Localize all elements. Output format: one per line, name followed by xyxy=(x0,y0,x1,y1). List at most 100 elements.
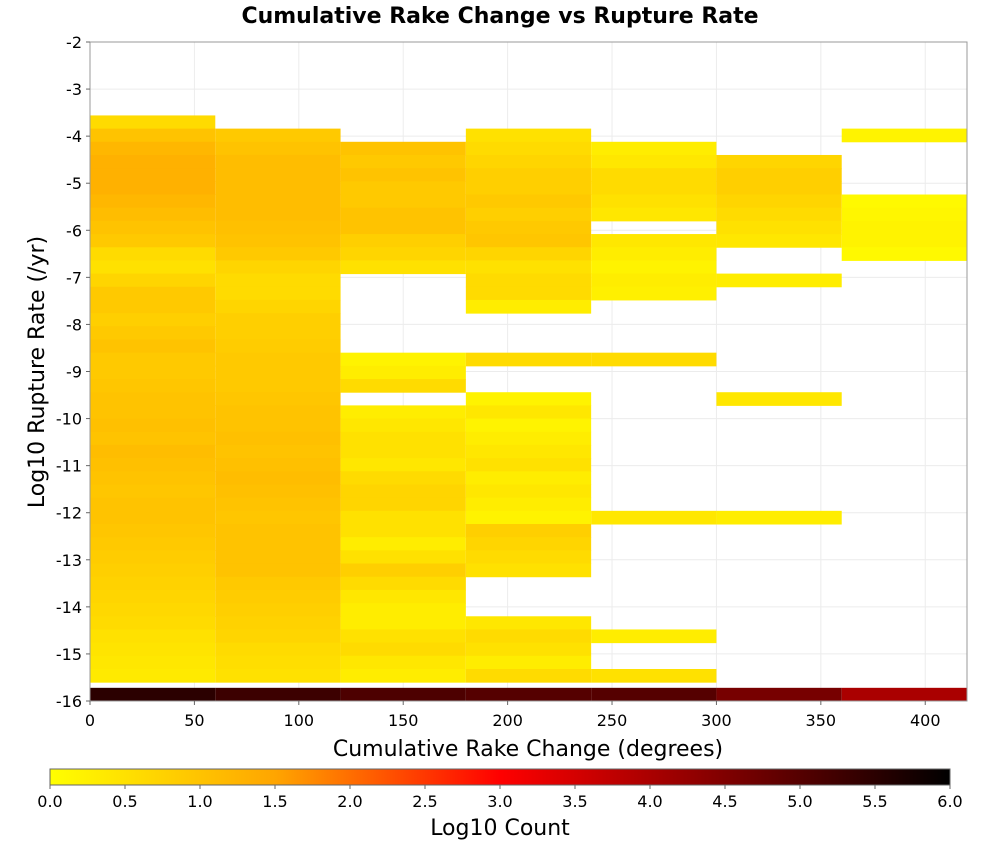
heatmap-cell xyxy=(465,524,592,538)
heatmap-cell xyxy=(90,313,216,327)
heatmap-cell xyxy=(465,352,592,367)
heatmap-cell xyxy=(340,352,466,367)
colorbar-tick-label: 4.0 xyxy=(637,792,662,811)
heatmap-cell xyxy=(215,471,341,485)
colorbar-tick-label: 1.0 xyxy=(187,792,212,811)
colorbar-tick-label: 6.0 xyxy=(937,792,962,811)
heatmap-cell xyxy=(90,154,216,169)
heatmap-cell xyxy=(90,524,216,538)
heatmap-cell xyxy=(716,687,842,701)
heatmap-cell xyxy=(465,563,592,578)
heatmap-cell xyxy=(215,154,341,169)
heatmap-cell xyxy=(340,260,466,275)
heatmap-cell xyxy=(340,524,466,538)
heatmap-cell xyxy=(90,589,216,604)
y-tick-label: -9 xyxy=(66,363,82,382)
heatmap-cell xyxy=(215,339,341,354)
heatmap-cell xyxy=(90,616,216,630)
heatmap-cell xyxy=(465,154,592,169)
heatmap-cell xyxy=(465,141,592,156)
y-tick-label: -16 xyxy=(56,692,82,711)
heatmap-cell xyxy=(340,655,466,670)
colorbar-label: Log10 Count xyxy=(430,816,570,841)
heatmap-cell xyxy=(90,379,216,393)
heatmap-cell xyxy=(215,603,341,617)
x-tick-label: 100 xyxy=(284,711,315,730)
heatmap-cell xyxy=(465,220,592,235)
heatmap-cell xyxy=(340,510,466,525)
heatmap-cell xyxy=(465,537,592,551)
heatmap-cell xyxy=(90,510,216,525)
heatmap-cell xyxy=(340,471,466,485)
heatmap-cell xyxy=(465,207,592,222)
heatmap-cell xyxy=(90,339,216,354)
heatmap-cell xyxy=(215,484,341,499)
x-tick-label: 150 xyxy=(388,711,419,730)
y-tick-label: -4 xyxy=(66,127,82,146)
heatmap-cell xyxy=(716,510,842,525)
heatmap-cell xyxy=(90,141,216,156)
heatmap-cell xyxy=(465,458,592,472)
heatmap-cell xyxy=(90,418,216,433)
heatmap-cell xyxy=(215,194,341,209)
heatmap-cell xyxy=(340,365,466,380)
heatmap-cell xyxy=(465,128,592,143)
heatmap-cell xyxy=(215,458,341,472)
colorbar-tick-label: 2.5 xyxy=(412,792,437,811)
heatmap-cell xyxy=(215,616,341,630)
x-tick-label: 400 xyxy=(910,711,941,730)
heatmap-cell xyxy=(90,299,216,314)
heatmap-cell xyxy=(465,234,592,248)
heatmap-cell xyxy=(215,642,341,657)
heatmap-cell xyxy=(90,484,216,499)
heatmap-cell xyxy=(340,458,466,472)
heatmap-cell xyxy=(465,471,592,485)
heatmap-cell xyxy=(215,392,341,406)
heatmap-cell xyxy=(716,234,842,248)
heatmap-cell xyxy=(90,326,216,340)
heatmap-cell xyxy=(90,115,216,130)
y-tick-label: -15 xyxy=(56,645,82,664)
heatmap-cell xyxy=(716,220,842,235)
heatmap-cell xyxy=(591,286,717,301)
heatmap-cell xyxy=(465,273,592,288)
heatmap-cell xyxy=(465,642,592,657)
heatmap-cell xyxy=(591,207,717,222)
heatmap-cell xyxy=(340,642,466,657)
heatmap-cell xyxy=(215,576,341,591)
heatmap-cell xyxy=(215,537,341,551)
heatmap-cell xyxy=(90,207,216,222)
heatmap-cell xyxy=(841,128,967,143)
heatmap-cell xyxy=(340,550,466,565)
x-tick-label: 200 xyxy=(492,711,523,730)
heatmap-cell xyxy=(90,603,216,617)
heatmap-cell xyxy=(215,299,341,314)
heatmap-cell xyxy=(90,431,216,446)
heatmap-cell xyxy=(215,687,341,701)
heatmap-cell xyxy=(90,286,216,301)
heatmap-cell xyxy=(90,365,216,380)
heatmap-cell xyxy=(215,563,341,578)
heatmap-cell xyxy=(465,260,592,275)
colorbar-tick-label: 4.5 xyxy=(712,792,737,811)
heatmap-cell xyxy=(90,642,216,657)
heatmap-cell xyxy=(465,687,592,701)
y-axis-label: Log10 Rupture Rate (/yr) xyxy=(25,236,50,508)
colorbar-tick-label: 3.0 xyxy=(487,792,512,811)
heatmap-cells xyxy=(90,115,967,701)
x-tick-label: 0 xyxy=(85,711,95,730)
heatmap-cell xyxy=(215,207,341,222)
colorbar-tick-label: 5.5 xyxy=(862,792,887,811)
heatmap-cell xyxy=(340,497,466,512)
heatmap-cell xyxy=(215,668,341,683)
heatmap-cell xyxy=(591,352,717,367)
heatmap-cell xyxy=(90,194,216,209)
heatmap-cell xyxy=(340,484,466,499)
colorbar-tick-label: 1.5 xyxy=(262,792,287,811)
colorbar-tick-label: 3.5 xyxy=(562,792,587,811)
y-tick-label: -12 xyxy=(56,504,82,523)
heatmap-cell xyxy=(340,168,466,182)
heatmap-cell xyxy=(90,234,216,248)
heatmap-cell xyxy=(215,655,341,670)
